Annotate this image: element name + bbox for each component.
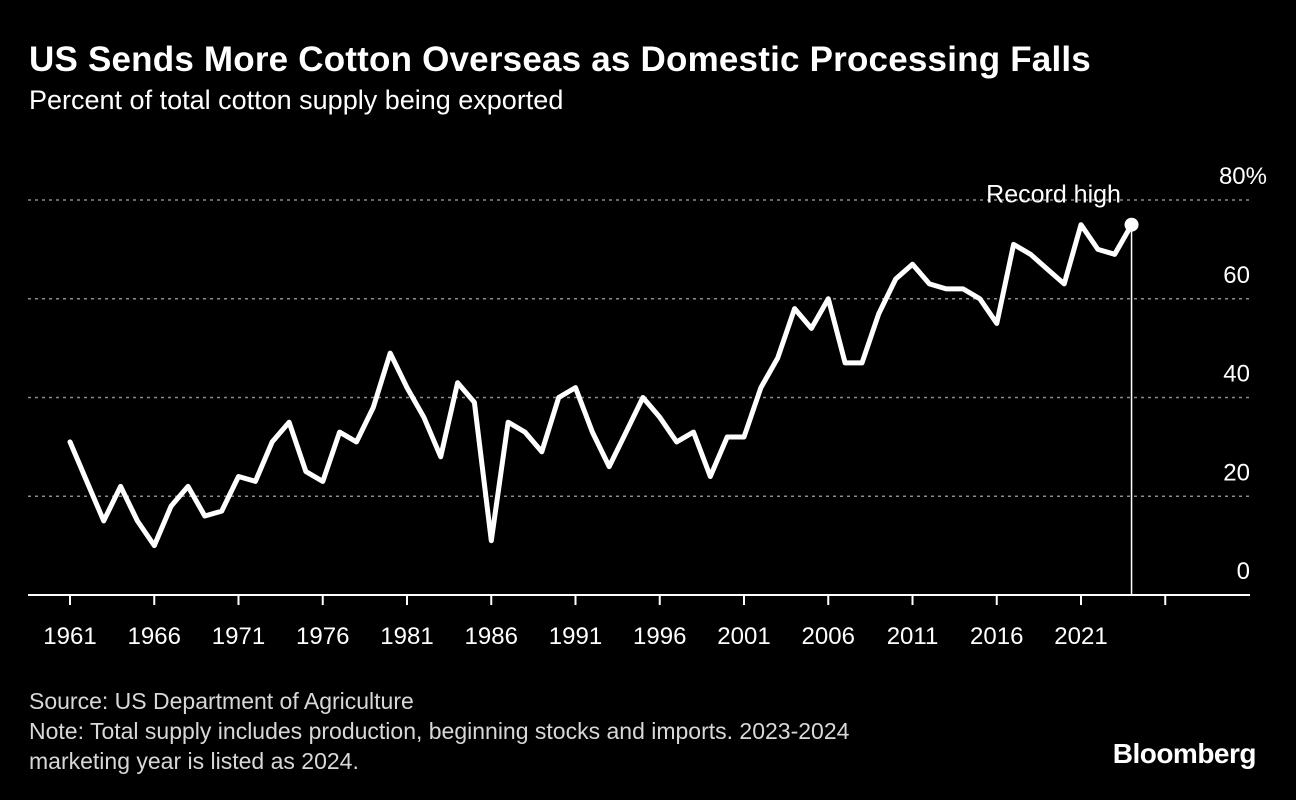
x-axis (28, 594, 1250, 605)
x-tick-label-2011: 2011 (887, 623, 939, 650)
y-tick-label-60: 60 (1223, 262, 1250, 289)
series-line (67, 222, 1135, 549)
annotation: Record high (986, 181, 1139, 595)
x-tick-label-1961: 1961 (43, 623, 96, 650)
x-axis-labels: 1961 1966 1971 1976 1981 1986 1991 1996 2001 2006… (43, 623, 1107, 650)
x-tick-label-1991: 1991 (549, 623, 602, 650)
export-share-line (67, 222, 1135, 549)
note-line-2: marketing year is listed as 2024. (29, 748, 359, 774)
chart-title: US Sends More Cotton Overseas as Domesti… (29, 40, 1091, 79)
gridlines (28, 199, 1250, 497)
x-tick-label-2016: 2016 (970, 623, 1023, 650)
y-tick-label-80: 80% (1219, 163, 1267, 190)
x-tick-label-1966: 1966 (128, 623, 181, 650)
x-tick-label-1981: 1981 (380, 623, 433, 650)
chart-subtitle: Percent of total cotton supply being exp… (29, 85, 564, 115)
note-line-1: Note: Total supply includes production, … (29, 718, 850, 744)
y-axis-labels: 0 20 40 60 80% (1219, 163, 1267, 585)
x-tick-label-2006: 2006 (802, 623, 855, 650)
y-tick-label-20: 20 (1223, 459, 1250, 486)
x-tick-label-1971: 1971 (212, 623, 265, 650)
x-tick-label-1986: 1986 (465, 623, 518, 650)
x-tick-label-1976: 1976 (296, 623, 349, 650)
record-high-label: Record high (986, 181, 1121, 209)
source-note: Source: US Department of Agriculture (29, 688, 414, 714)
bloomberg-logo: Bloomberg (1112, 738, 1257, 769)
x-tick-label-2021: 2021 (1054, 623, 1107, 650)
y-tick-label-40: 40 (1223, 361, 1250, 388)
x-tick-label-2001: 2001 (717, 623, 770, 650)
x-tick-label-1996: 1996 (633, 623, 686, 650)
y-tick-label-0: 0 (1237, 558, 1250, 585)
footer: Source: US Department of Agriculture Not… (29, 686, 849, 776)
